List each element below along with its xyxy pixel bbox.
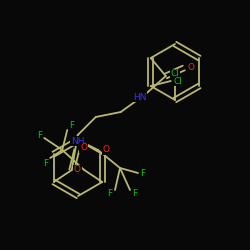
Text: F: F — [69, 122, 74, 130]
Text: HN: HN — [133, 92, 146, 102]
Text: O: O — [187, 64, 194, 72]
Text: NH: NH — [71, 136, 85, 145]
Text: F: F — [132, 190, 138, 198]
Text: F: F — [37, 132, 42, 140]
Text: Cl: Cl — [173, 76, 182, 86]
Text: Cl: Cl — [170, 70, 179, 78]
Text: F: F — [140, 168, 145, 177]
Text: O: O — [102, 146, 110, 154]
Text: O: O — [74, 166, 81, 174]
Text: F: F — [108, 190, 112, 198]
Text: O: O — [80, 144, 87, 152]
Text: F: F — [43, 158, 48, 168]
